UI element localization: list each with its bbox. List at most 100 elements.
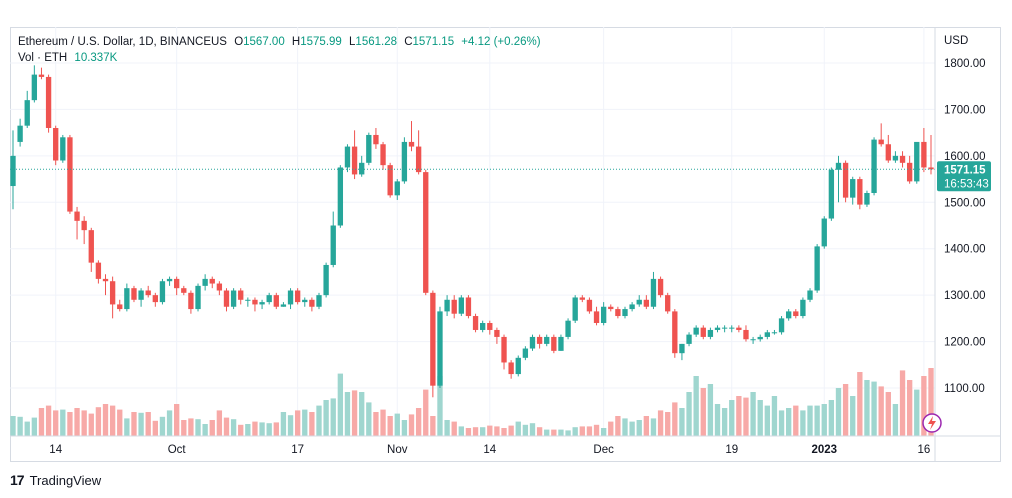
volume-value: 10.337K bbox=[74, 52, 118, 64]
candle bbox=[871, 137, 877, 196]
candle-body bbox=[508, 362, 514, 375]
candle-body bbox=[771, 332, 778, 334]
open-label: O bbox=[234, 36, 244, 48]
volume-bar bbox=[458, 426, 464, 436]
candle-body bbox=[181, 288, 187, 293]
candle-body bbox=[622, 309, 628, 317]
candle bbox=[415, 130, 422, 175]
candle bbox=[53, 125, 59, 166]
change-value: +4.12 (+0.26%) bbox=[461, 36, 541, 48]
volume-bar bbox=[38, 408, 45, 436]
brand-name: TradingView bbox=[29, 472, 102, 488]
candle-body bbox=[366, 134, 372, 163]
candle bbox=[615, 306, 621, 319]
volume-bar bbox=[686, 392, 692, 436]
candle-body bbox=[152, 295, 158, 303]
candle-body bbox=[593, 311, 600, 323]
candle-body bbox=[600, 306, 607, 323]
volume-bar bbox=[622, 418, 628, 436]
volume-bar bbox=[821, 404, 827, 436]
candle bbox=[131, 285, 137, 303]
volume-bar bbox=[117, 409, 123, 436]
volume-bar bbox=[152, 420, 158, 436]
candle-body bbox=[351, 146, 358, 175]
candle bbox=[67, 134, 73, 214]
candle bbox=[579, 295, 585, 303]
candle-body bbox=[359, 162, 365, 175]
candle bbox=[778, 316, 785, 335]
volume-bar bbox=[501, 428, 507, 436]
time-tick-label: 14 bbox=[483, 444, 496, 456]
candle-body bbox=[138, 290, 144, 300]
candle bbox=[764, 329, 770, 340]
volume-bar bbox=[430, 416, 436, 436]
candle-body bbox=[337, 167, 344, 226]
volume-label[interactable]: Vol · ETH bbox=[18, 52, 68, 64]
candle-body bbox=[287, 290, 294, 305]
candle bbox=[522, 346, 529, 361]
volume-bar bbox=[928, 368, 934, 436]
candle-body bbox=[294, 290, 301, 303]
time-tick-label: 14 bbox=[49, 444, 62, 456]
candle bbox=[814, 244, 820, 293]
candle bbox=[152, 292, 158, 307]
volume-bar bbox=[159, 416, 166, 436]
candle-body bbox=[743, 329, 749, 340]
volume-bar bbox=[878, 386, 884, 436]
candle bbox=[294, 288, 301, 305]
candle bbox=[494, 327, 500, 344]
close-label: C bbox=[404, 36, 413, 48]
volume-bar bbox=[764, 405, 770, 436]
candle bbox=[430, 290, 436, 398]
candle-body bbox=[145, 290, 151, 296]
candle bbox=[501, 334, 507, 370]
currency-label: USD bbox=[944, 35, 968, 47]
volume-bar bbox=[109, 405, 116, 436]
volume-bar bbox=[714, 404, 721, 436]
candle bbox=[544, 334, 550, 347]
candle-body bbox=[394, 181, 400, 196]
footer[interactable]: 17 TradingView bbox=[10, 472, 101, 488]
candle-body bbox=[800, 299, 806, 317]
volume-bar bbox=[316, 405, 322, 436]
volume-bar bbox=[586, 426, 593, 436]
volume-bar bbox=[487, 425, 493, 436]
candle-body bbox=[729, 327, 735, 329]
candle bbox=[124, 283, 130, 312]
volume-bar bbox=[302, 409, 308, 436]
volume-bar bbox=[828, 400, 835, 436]
candle-body bbox=[572, 297, 578, 321]
volume-bar bbox=[729, 400, 735, 436]
candle-body bbox=[821, 218, 827, 247]
candle-body bbox=[81, 220, 87, 231]
volume-bar bbox=[202, 424, 208, 436]
candle-body bbox=[423, 172, 429, 293]
candle-body bbox=[174, 278, 180, 289]
open-value: 1567.00 bbox=[243, 36, 285, 48]
high-label: H bbox=[291, 36, 301, 48]
candle-body bbox=[451, 299, 457, 314]
candle-body bbox=[159, 281, 166, 303]
candle-body bbox=[380, 144, 386, 166]
candle bbox=[74, 206, 80, 240]
candle-body bbox=[636, 299, 642, 305]
price-tick-label: 1500.00 bbox=[944, 197, 986, 209]
chart-legend: Ethereum / U.S. Dollar, 1D, BINANCEUS O1… bbox=[18, 34, 541, 66]
volume-bar bbox=[444, 420, 450, 436]
symbol-title[interactable]: Ethereum / U.S. Dollar, 1D, BINANCEUS bbox=[18, 36, 227, 48]
volume-bar bbox=[174, 404, 180, 436]
candle-body bbox=[778, 318, 785, 333]
candle-body bbox=[166, 278, 173, 282]
volume-bar bbox=[294, 410, 301, 436]
time-axis: 14 Oct 17 Nov 14 Dec 19 2023 16 bbox=[49, 444, 930, 456]
candle bbox=[679, 343, 685, 361]
price-tick-label: 1100.00 bbox=[944, 383, 985, 395]
volume-bar bbox=[138, 412, 144, 436]
candle bbox=[608, 304, 614, 312]
candle-body bbox=[67, 137, 73, 212]
candle-body bbox=[565, 320, 571, 337]
flash-icon[interactable] bbox=[922, 413, 942, 433]
candle-body bbox=[280, 304, 287, 307]
candle bbox=[558, 334, 564, 351]
